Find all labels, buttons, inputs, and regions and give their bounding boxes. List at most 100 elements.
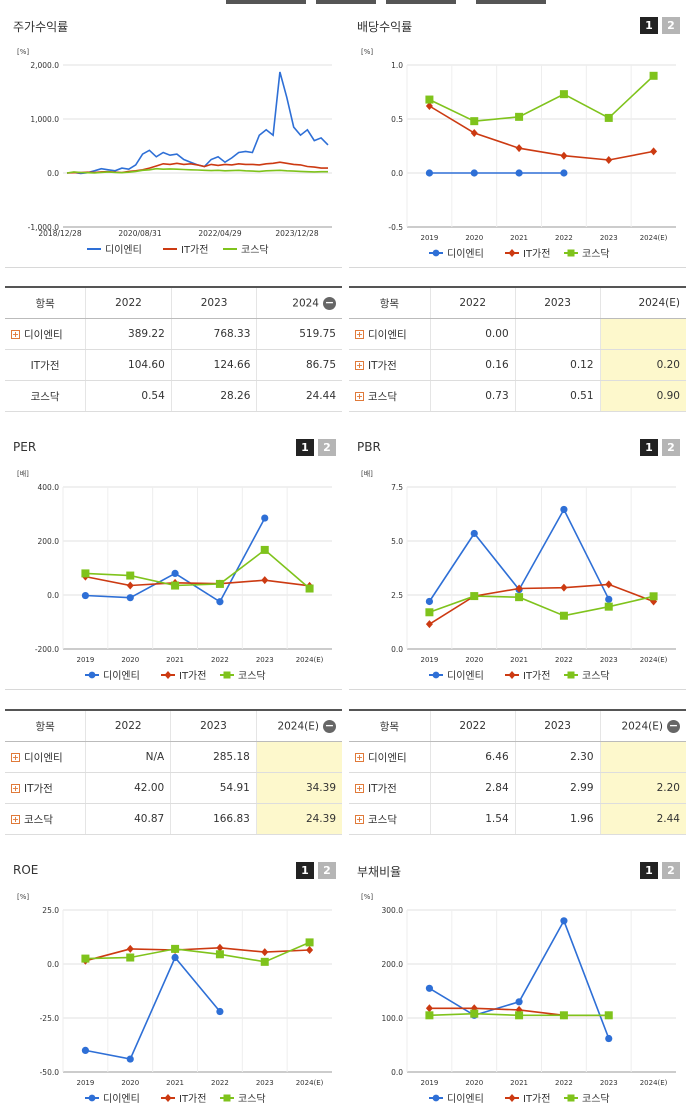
expand-icon[interactable]: + <box>355 392 364 401</box>
row-label[interactable]: + 코스닥 <box>349 803 431 835</box>
x-tick-label: 2020 <box>121 1079 139 1087</box>
table-row: + IT가전 0.16 0.12 0.20 <box>349 349 686 381</box>
view-2-button[interactable]: 2 <box>318 439 336 456</box>
x-tick-label: 2022/04/29 <box>198 229 241 238</box>
view-1-button[interactable]: 1 <box>640 17 658 34</box>
row-label[interactable]: + 코스닥 <box>349 380 431 412</box>
row-label[interactable]: + 디이엔티 <box>5 741 87 773</box>
top-tab-2[interactable] <box>316 0 376 4</box>
table-cell: 0.16 <box>430 349 516 381</box>
x-tick-label: 2024(E) <box>296 1079 324 1087</box>
data-point <box>515 593 524 602</box>
collapse-icon[interactable]: − <box>323 718 336 733</box>
view-1-button[interactable]: 1 <box>296 862 314 879</box>
row-label[interactable]: + 디이엔티 <box>5 318 87 350</box>
expand-icon[interactable]: + <box>11 753 20 762</box>
view-1-button[interactable]: 1 <box>640 862 658 879</box>
legend-label[interactable]: 디이엔티 <box>105 244 142 256</box>
top-tab-4[interactable] <box>476 0 546 4</box>
y-tick-label: 0.5 <box>391 115 403 124</box>
panel-title: PER <box>13 440 37 454</box>
row-label[interactable]: + 코스닥 <box>5 803 87 835</box>
expand-icon[interactable]: + <box>11 784 20 793</box>
row-label[interactable]: + IT가전 <box>349 349 431 381</box>
y-tick-label: 200.0 <box>38 537 60 546</box>
top-tab-1[interactable] <box>226 0 306 4</box>
legend-label[interactable]: 디이엔티 <box>447 670 484 682</box>
y-tick-label: 0.0 <box>47 169 59 178</box>
view-2-button[interactable]: 2 <box>662 439 680 456</box>
data-point <box>425 1004 433 1013</box>
expand-icon[interactable]: + <box>11 330 20 339</box>
row-label[interactable]: + 디이엔티 <box>349 741 431 773</box>
data-point <box>649 71 658 80</box>
series-line <box>428 583 654 625</box>
panel-title: 배당수익률 <box>357 20 413 34</box>
data-point <box>425 608 434 617</box>
legend-label[interactable]: 디이엔티 <box>447 248 484 260</box>
table-cell <box>256 741 342 773</box>
top-tab-3[interactable] <box>386 0 456 4</box>
table-row: 코스닥 0.54 28.26 24.44 <box>5 380 342 412</box>
view-1-button[interactable]: 1 <box>296 439 314 456</box>
x-tick-label: 2024(E) <box>640 1079 668 1087</box>
row-label[interactable]: + IT가전 <box>349 772 431 804</box>
legend-label[interactable]: 코스닥 <box>582 248 610 260</box>
panel-title: 부채비율 <box>357 865 402 879</box>
expand-icon[interactable]: + <box>355 815 364 824</box>
table-cell: 28.26 <box>171 380 258 412</box>
data-point <box>260 545 269 554</box>
expand-icon[interactable]: + <box>355 330 364 339</box>
legend-label[interactable]: IT가전 <box>181 244 208 256</box>
data-point <box>215 579 224 588</box>
x-tick-label: 2023/12/28 <box>275 229 318 238</box>
view-2-button[interactable]: 2 <box>662 17 680 34</box>
per-table: 항목 2022 2023 2024(E) − + 디이엔티 N/A 285.18 + IT가전 42.… <box>5 709 342 835</box>
expand-icon[interactable]: + <box>355 361 364 370</box>
x-tick-label: 2024(E) <box>640 234 668 242</box>
header-year: 2023 <box>515 286 601 319</box>
data-point <box>81 954 90 963</box>
legend-label[interactable]: IT가전 <box>523 670 550 682</box>
x-tick-label: 2019 <box>421 656 439 664</box>
data-point <box>81 569 90 578</box>
legend-label[interactable]: IT가전 <box>523 1093 550 1105</box>
legend-label[interactable]: 디이엔티 <box>103 670 140 682</box>
legend-label[interactable]: 디이엔티 <box>447 1093 484 1105</box>
expand-icon[interactable]: + <box>355 753 364 762</box>
view-1-button[interactable]: 1 <box>640 439 658 456</box>
legend-label[interactable]: 코스닥 <box>238 670 266 682</box>
legend-label[interactable]: 코스닥 <box>238 1093 266 1105</box>
header-item: 항목 <box>5 286 87 319</box>
expand-icon[interactable]: + <box>355 784 364 793</box>
view-2-button[interactable]: 2 <box>662 862 680 879</box>
table-cell: 1.54 <box>430 803 516 835</box>
series-line <box>429 75 655 123</box>
y-tick-label: 400.0 <box>38 483 60 492</box>
row-label[interactable]: + IT가전 <box>5 772 87 804</box>
x-tick-label: 2023 <box>256 1079 274 1087</box>
y-tick-label: 100.0 <box>382 1014 404 1023</box>
expand-icon[interactable]: + <box>11 815 20 824</box>
legend-label[interactable]: IT가전 <box>523 248 550 260</box>
legend-label[interactable]: 디이엔티 <box>103 1093 140 1105</box>
legend-label[interactable]: 코스닥 <box>582 1093 610 1105</box>
x-tick-label: 2018/12/28 <box>38 229 81 238</box>
table-cell: 2.84 <box>430 772 516 804</box>
dividend-table: 항목 2022 2023 2024(E) + 디이엔티 0.00 + IT가전 0.16 0.12 0… <box>349 286 686 412</box>
data-point <box>425 984 434 992</box>
view-2-button[interactable]: 2 <box>318 862 336 879</box>
legend-label[interactable]: IT가전 <box>179 1093 206 1105</box>
collapse-icon[interactable]: − <box>323 295 336 310</box>
legend-label[interactable]: IT가전 <box>179 670 206 682</box>
row-label: 코스닥 <box>5 380 87 412</box>
legend-label[interactable]: 코스닥 <box>241 244 269 256</box>
legend-label[interactable]: 코스닥 <box>582 670 610 682</box>
data-point <box>605 595 613 603</box>
row-label[interactable]: + 디이엔티 <box>349 318 431 350</box>
data-point <box>470 169 478 177</box>
collapse-icon[interactable]: − <box>667 718 680 733</box>
table-cell <box>515 318 601 350</box>
unit-label: [%] <box>361 893 373 901</box>
header-year: 2024(E) <box>600 286 686 319</box>
